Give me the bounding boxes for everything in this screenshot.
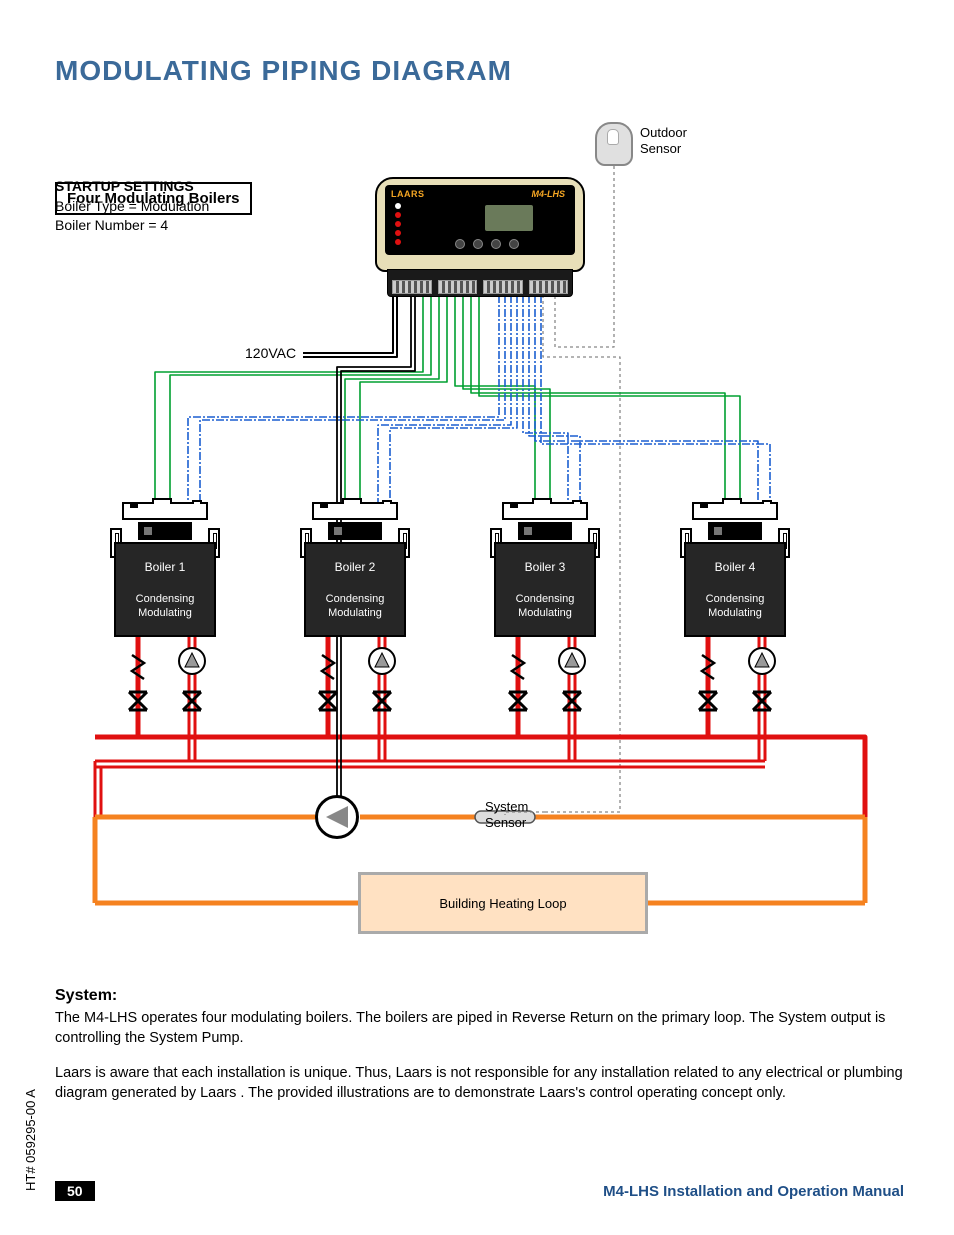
- startup-settings: STARTUP SETTINGS Boiler Type = Modulatio…: [55, 177, 209, 236]
- boiler-4: Boiler 4 CondensingModulating: [680, 502, 790, 637]
- outdoor-sensor-icon: [595, 122, 633, 166]
- heating-loop-box: Building Heating Loop: [358, 872, 648, 934]
- controller-terminal-strip: [387, 269, 573, 297]
- boiler-4-name: Boiler 4: [686, 560, 784, 574]
- boiler-2-type: CondensingModulating: [306, 592, 404, 621]
- system-paragraph-2: Laars is aware that each installation is…: [55, 1064, 904, 1103]
- controller-model: M4-LHS: [532, 189, 566, 199]
- system-paragraph-1: The M4-LHS operates four modulating boil…: [55, 1009, 904, 1048]
- boiler-3-type: CondensingModulating: [496, 592, 594, 621]
- controller-screen: [485, 205, 533, 231]
- system-section: System: The M4-LHS operates four modulat…: [55, 987, 904, 1103]
- ht-number: HT# 059295-00 A: [23, 1089, 38, 1191]
- page-title: MODULATING PIPING DIAGRAM: [55, 55, 904, 87]
- startup-line-1: Boiler Type = Modulation: [55, 197, 209, 217]
- boiler-1-name: Boiler 1: [116, 560, 214, 574]
- startup-heading: STARTUP SETTINGS: [55, 177, 209, 197]
- voltage-label: 120VAC: [245, 345, 296, 361]
- controller-led-strip: [395, 203, 401, 248]
- heating-loop-label: Building Heating Loop: [439, 896, 566, 911]
- system-heading: System:: [55, 987, 904, 1005]
- boiler-2: Boiler 2 CondensingModulating: [300, 502, 410, 637]
- system-sensor-label: System Sensor: [485, 799, 528, 830]
- controller-unit: LAARS M4-LHS: [375, 177, 585, 297]
- controller-panel: LAARS M4-LHS: [385, 185, 575, 255]
- page-footer: 50 M4-LHS Installation and Operation Man…: [55, 1181, 904, 1201]
- wiring-diagram: Four Modulating Boilers STARTUP SETTINGS…: [55, 117, 905, 967]
- system-pump-icon: [315, 795, 359, 839]
- boiler-4-type: CondensingModulating: [686, 592, 784, 621]
- outdoor-sensor-label: Outdoor Sensor: [640, 125, 687, 156]
- controller-brand: LAARS: [391, 189, 425, 199]
- boiler-3-name: Boiler 3: [496, 560, 594, 574]
- manual-title: M4-LHS Installation and Operation Manual: [603, 1183, 904, 1200]
- page-number: 50: [55, 1181, 95, 1201]
- boiler-1: Boiler 1 CondensingModulating: [110, 502, 220, 637]
- boiler-2-name: Boiler 2: [306, 560, 404, 574]
- boiler-3: Boiler 3 CondensingModulating: [490, 502, 600, 637]
- boiler-1-type: CondensingModulating: [116, 592, 214, 621]
- controller-buttons: [455, 239, 519, 249]
- startup-line-2: Boiler Number = 4: [55, 216, 209, 236]
